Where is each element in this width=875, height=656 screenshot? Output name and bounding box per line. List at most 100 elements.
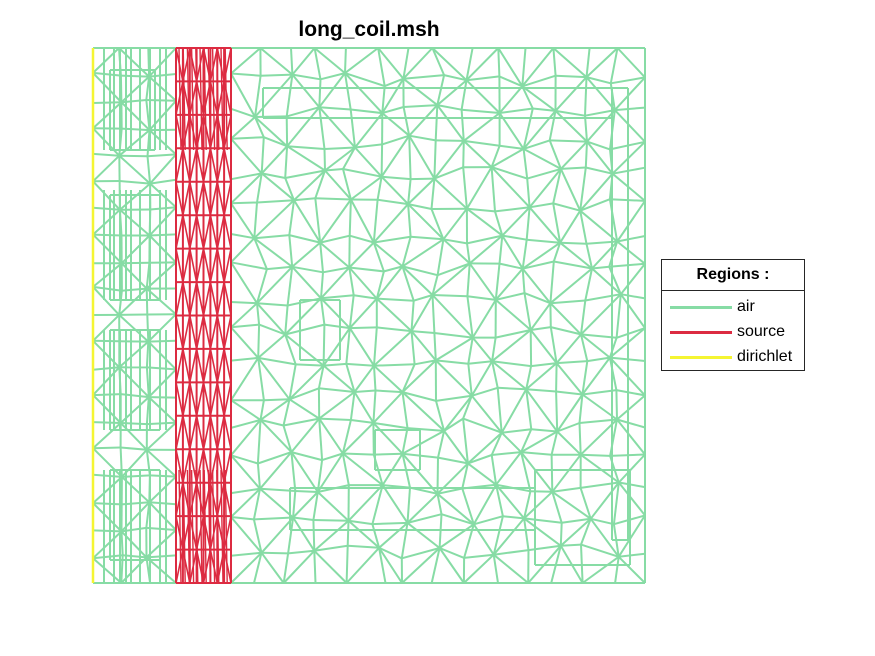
air-mesh-edge [581,360,589,395]
air-mesh-edge [497,47,501,77]
air-mesh-edge [555,391,559,432]
air-mesh-edge [92,529,122,533]
air-mesh-edge [148,368,177,398]
air-mesh-edge [92,502,122,506]
air-mesh-edge [145,99,151,131]
air-mesh-edge [148,234,177,264]
air-mesh-edge [290,47,294,75]
source-mesh-edge [195,181,205,216]
air-mesh-edge [502,515,525,520]
air-mesh-edge [373,421,408,430]
air-mesh-edge [589,518,620,558]
source-mesh-edge [202,315,212,350]
air-mesh-edge [92,366,121,396]
air-mesh-edge [256,266,293,304]
source-mesh-edge [189,215,198,249]
air-mesh-edge [499,107,533,114]
air-mesh-edge [552,242,562,262]
air-mesh-edge [92,530,123,559]
air-mesh-edge [470,360,493,397]
air-mesh-edge [350,108,383,115]
air-mesh-edge [381,112,410,137]
air-mesh-edge [499,75,523,88]
air-mesh-edge [230,488,261,518]
air-mesh-edge [254,116,288,147]
air-mesh-edge [349,266,385,273]
air-mesh-edge [502,234,527,241]
air-mesh-edge [612,482,620,525]
source-mesh-edge [189,248,198,283]
air-mesh-edge [254,115,287,118]
air-mesh-edge [548,140,562,170]
air-mesh-edge [320,266,351,299]
legend-entry-air: air [670,296,800,318]
air-mesh-edge [377,198,409,206]
air-mesh-edge [525,207,531,240]
air-mesh-edge [434,105,439,141]
source-mesh-edge [182,181,191,216]
air-mesh-edge [491,148,525,168]
air-mesh-edge [263,136,288,148]
source-mesh-edge [209,47,219,82]
source-mesh-edge [223,215,232,249]
air-mesh-edge [286,145,326,172]
air-mesh-edge [321,452,344,462]
air-mesh-edge [401,427,409,454]
air-mesh-edge [580,333,617,339]
air-mesh-edge [471,386,498,397]
air-mesh-edge [436,74,446,106]
air-mesh-edge [252,519,263,554]
air-mesh-edge [407,204,412,237]
air-mesh-edge [373,365,377,391]
air-mesh-edge [555,363,558,392]
air-mesh-edge [149,474,177,478]
air-mesh-edge [349,234,375,244]
source-mesh-edge [182,148,191,182]
air-mesh-edge [313,47,322,80]
air-mesh-edge [616,389,646,397]
air-mesh-edge [403,74,445,80]
air-mesh-edge [521,85,534,109]
source-mesh-edge [216,482,225,517]
air-mesh-edge [402,391,437,402]
air-mesh-edge [230,551,262,557]
air-mesh-edge [465,47,474,81]
air-mesh-edge [347,544,380,549]
air-mesh-edge [614,106,646,112]
air-mesh-edge [408,135,436,180]
air-mesh-edge [92,314,120,342]
air-mesh-edge [466,243,471,264]
source-mesh-edge [202,449,212,483]
air-mesh-edge [348,519,373,526]
air-mesh-edge [406,522,441,549]
air-mesh-edge [230,326,259,359]
source-mesh-edge [195,148,205,182]
air-mesh-edge [316,452,344,493]
air-mesh-edge [584,115,588,142]
air-mesh-edge [560,543,582,547]
air-mesh-edge [230,516,263,554]
air-mesh-edge [556,393,584,433]
air-mesh-edge [145,341,150,368]
air-mesh-edge [497,47,524,87]
air-mesh-edge [288,364,325,401]
air-mesh-edge [146,156,152,184]
air-mesh-edge [495,484,504,517]
source-mesh-edge [175,114,184,149]
air-mesh-edge [371,523,381,549]
air-mesh-edge [522,108,534,150]
air-mesh-edge [292,265,324,274]
air-mesh-edge [295,363,324,367]
air-mesh-edge [92,154,120,183]
air-mesh-edge [410,300,415,332]
air-mesh-edge [319,417,351,421]
source-mesh-edge [189,382,198,416]
source-mesh-edge [189,181,198,216]
air-mesh-edge [256,268,268,304]
air-mesh-edge [344,47,379,74]
source-mesh-edge [223,248,232,283]
air-mesh-edge [120,393,149,399]
air-mesh-edge [149,73,177,78]
air-mesh-edge [318,106,356,149]
source-mesh-edge [190,47,195,151]
